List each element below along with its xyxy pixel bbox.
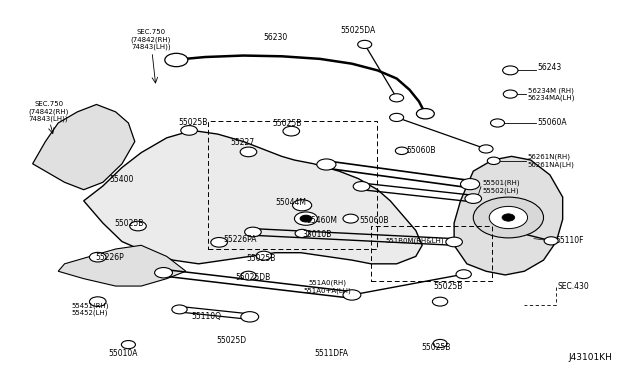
Circle shape	[241, 271, 256, 280]
Circle shape	[489, 206, 527, 229]
Circle shape	[390, 113, 404, 122]
Text: 55060A: 55060A	[537, 119, 567, 128]
Text: 55451(RH)
55452(LH): 55451(RH) 55452(LH)	[71, 302, 109, 316]
Text: 55110F: 55110F	[555, 236, 584, 246]
Text: 551B0M(RH&LH): 551B0M(RH&LH)	[385, 238, 444, 244]
Circle shape	[90, 297, 106, 307]
Text: 55025B: 55025B	[115, 219, 144, 228]
Circle shape	[172, 305, 187, 314]
Text: 55227: 55227	[230, 138, 254, 147]
Text: 55226PA: 55226PA	[223, 235, 257, 244]
Text: 56230: 56230	[263, 33, 287, 42]
Circle shape	[390, 94, 404, 102]
Circle shape	[180, 126, 197, 135]
Text: 55460M: 55460M	[306, 216, 337, 225]
Polygon shape	[33, 105, 135, 190]
Text: 56243: 56243	[537, 63, 561, 72]
Circle shape	[155, 267, 173, 278]
Circle shape	[446, 237, 463, 247]
Circle shape	[244, 227, 261, 237]
Circle shape	[300, 215, 312, 222]
Circle shape	[544, 237, 558, 245]
Circle shape	[479, 145, 493, 153]
Circle shape	[502, 66, 518, 75]
Circle shape	[130, 221, 147, 231]
Text: 55025B: 55025B	[272, 119, 301, 128]
Circle shape	[241, 312, 259, 322]
Text: 56261N(RH)
56261NA(LH): 56261N(RH) 56261NA(LH)	[527, 154, 575, 168]
Text: 55060B: 55060B	[406, 146, 436, 155]
Circle shape	[353, 182, 370, 191]
Text: 55400: 55400	[109, 175, 134, 184]
Circle shape	[490, 119, 504, 127]
Bar	[371, 226, 492, 280]
Circle shape	[465, 194, 481, 203]
Circle shape	[211, 237, 227, 247]
Text: 55226P: 55226P	[95, 253, 124, 262]
Text: 56234M (RH)
56234MA(LH): 56234M (RH) 56234MA(LH)	[527, 87, 575, 101]
Circle shape	[256, 251, 271, 260]
Text: 551A0(RH)
551A0+A(LH): 551A0(RH) 551A0+A(LH)	[304, 280, 351, 294]
Circle shape	[433, 297, 448, 306]
Circle shape	[433, 339, 447, 347]
Circle shape	[417, 109, 435, 119]
Text: SEC.430: SEC.430	[557, 282, 589, 291]
Circle shape	[461, 179, 479, 190]
Polygon shape	[84, 131, 422, 264]
Text: 55025B: 55025B	[246, 254, 276, 263]
Text: 33010B: 33010B	[302, 230, 332, 240]
Text: SEC.750
(74842(RH)
74843(LH)): SEC.750 (74842(RH) 74843(LH))	[28, 102, 68, 122]
Circle shape	[396, 147, 408, 154]
Polygon shape	[454, 156, 563, 275]
Circle shape	[358, 40, 372, 48]
Text: 55110Q: 55110Q	[191, 312, 221, 321]
Circle shape	[317, 159, 336, 170]
Text: J43101KH: J43101KH	[568, 353, 612, 362]
Circle shape	[165, 53, 188, 67]
Circle shape	[295, 230, 309, 237]
Text: 5511DFA: 5511DFA	[314, 349, 349, 358]
Text: 55025D: 55025D	[217, 336, 247, 346]
Circle shape	[503, 90, 517, 98]
Text: 55025DA: 55025DA	[340, 26, 376, 35]
Circle shape	[122, 340, 136, 349]
Polygon shape	[58, 245, 186, 286]
Text: 55025B: 55025B	[178, 119, 207, 128]
Bar	[208, 121, 378, 249]
Circle shape	[456, 270, 471, 279]
Circle shape	[502, 214, 515, 221]
Text: SEC.750
(74842(RH)
74843(LH)): SEC.750 (74842(RH) 74843(LH))	[131, 29, 171, 50]
Text: 55044M: 55044M	[276, 198, 307, 207]
Circle shape	[294, 212, 317, 225]
Circle shape	[240, 147, 257, 157]
Text: 55025DB: 55025DB	[236, 273, 271, 282]
Circle shape	[283, 126, 300, 136]
Text: 55010A: 55010A	[109, 349, 138, 358]
Circle shape	[343, 214, 358, 223]
Circle shape	[343, 290, 361, 300]
Text: 55025B: 55025B	[433, 282, 463, 291]
Circle shape	[473, 197, 543, 238]
Circle shape	[292, 200, 312, 211]
Circle shape	[487, 157, 500, 164]
Text: 55501(RH)
55502(LH): 55501(RH) 55502(LH)	[483, 180, 520, 194]
Circle shape	[90, 252, 106, 262]
Text: 55060B: 55060B	[360, 216, 389, 225]
Text: 55025B: 55025B	[422, 343, 451, 352]
